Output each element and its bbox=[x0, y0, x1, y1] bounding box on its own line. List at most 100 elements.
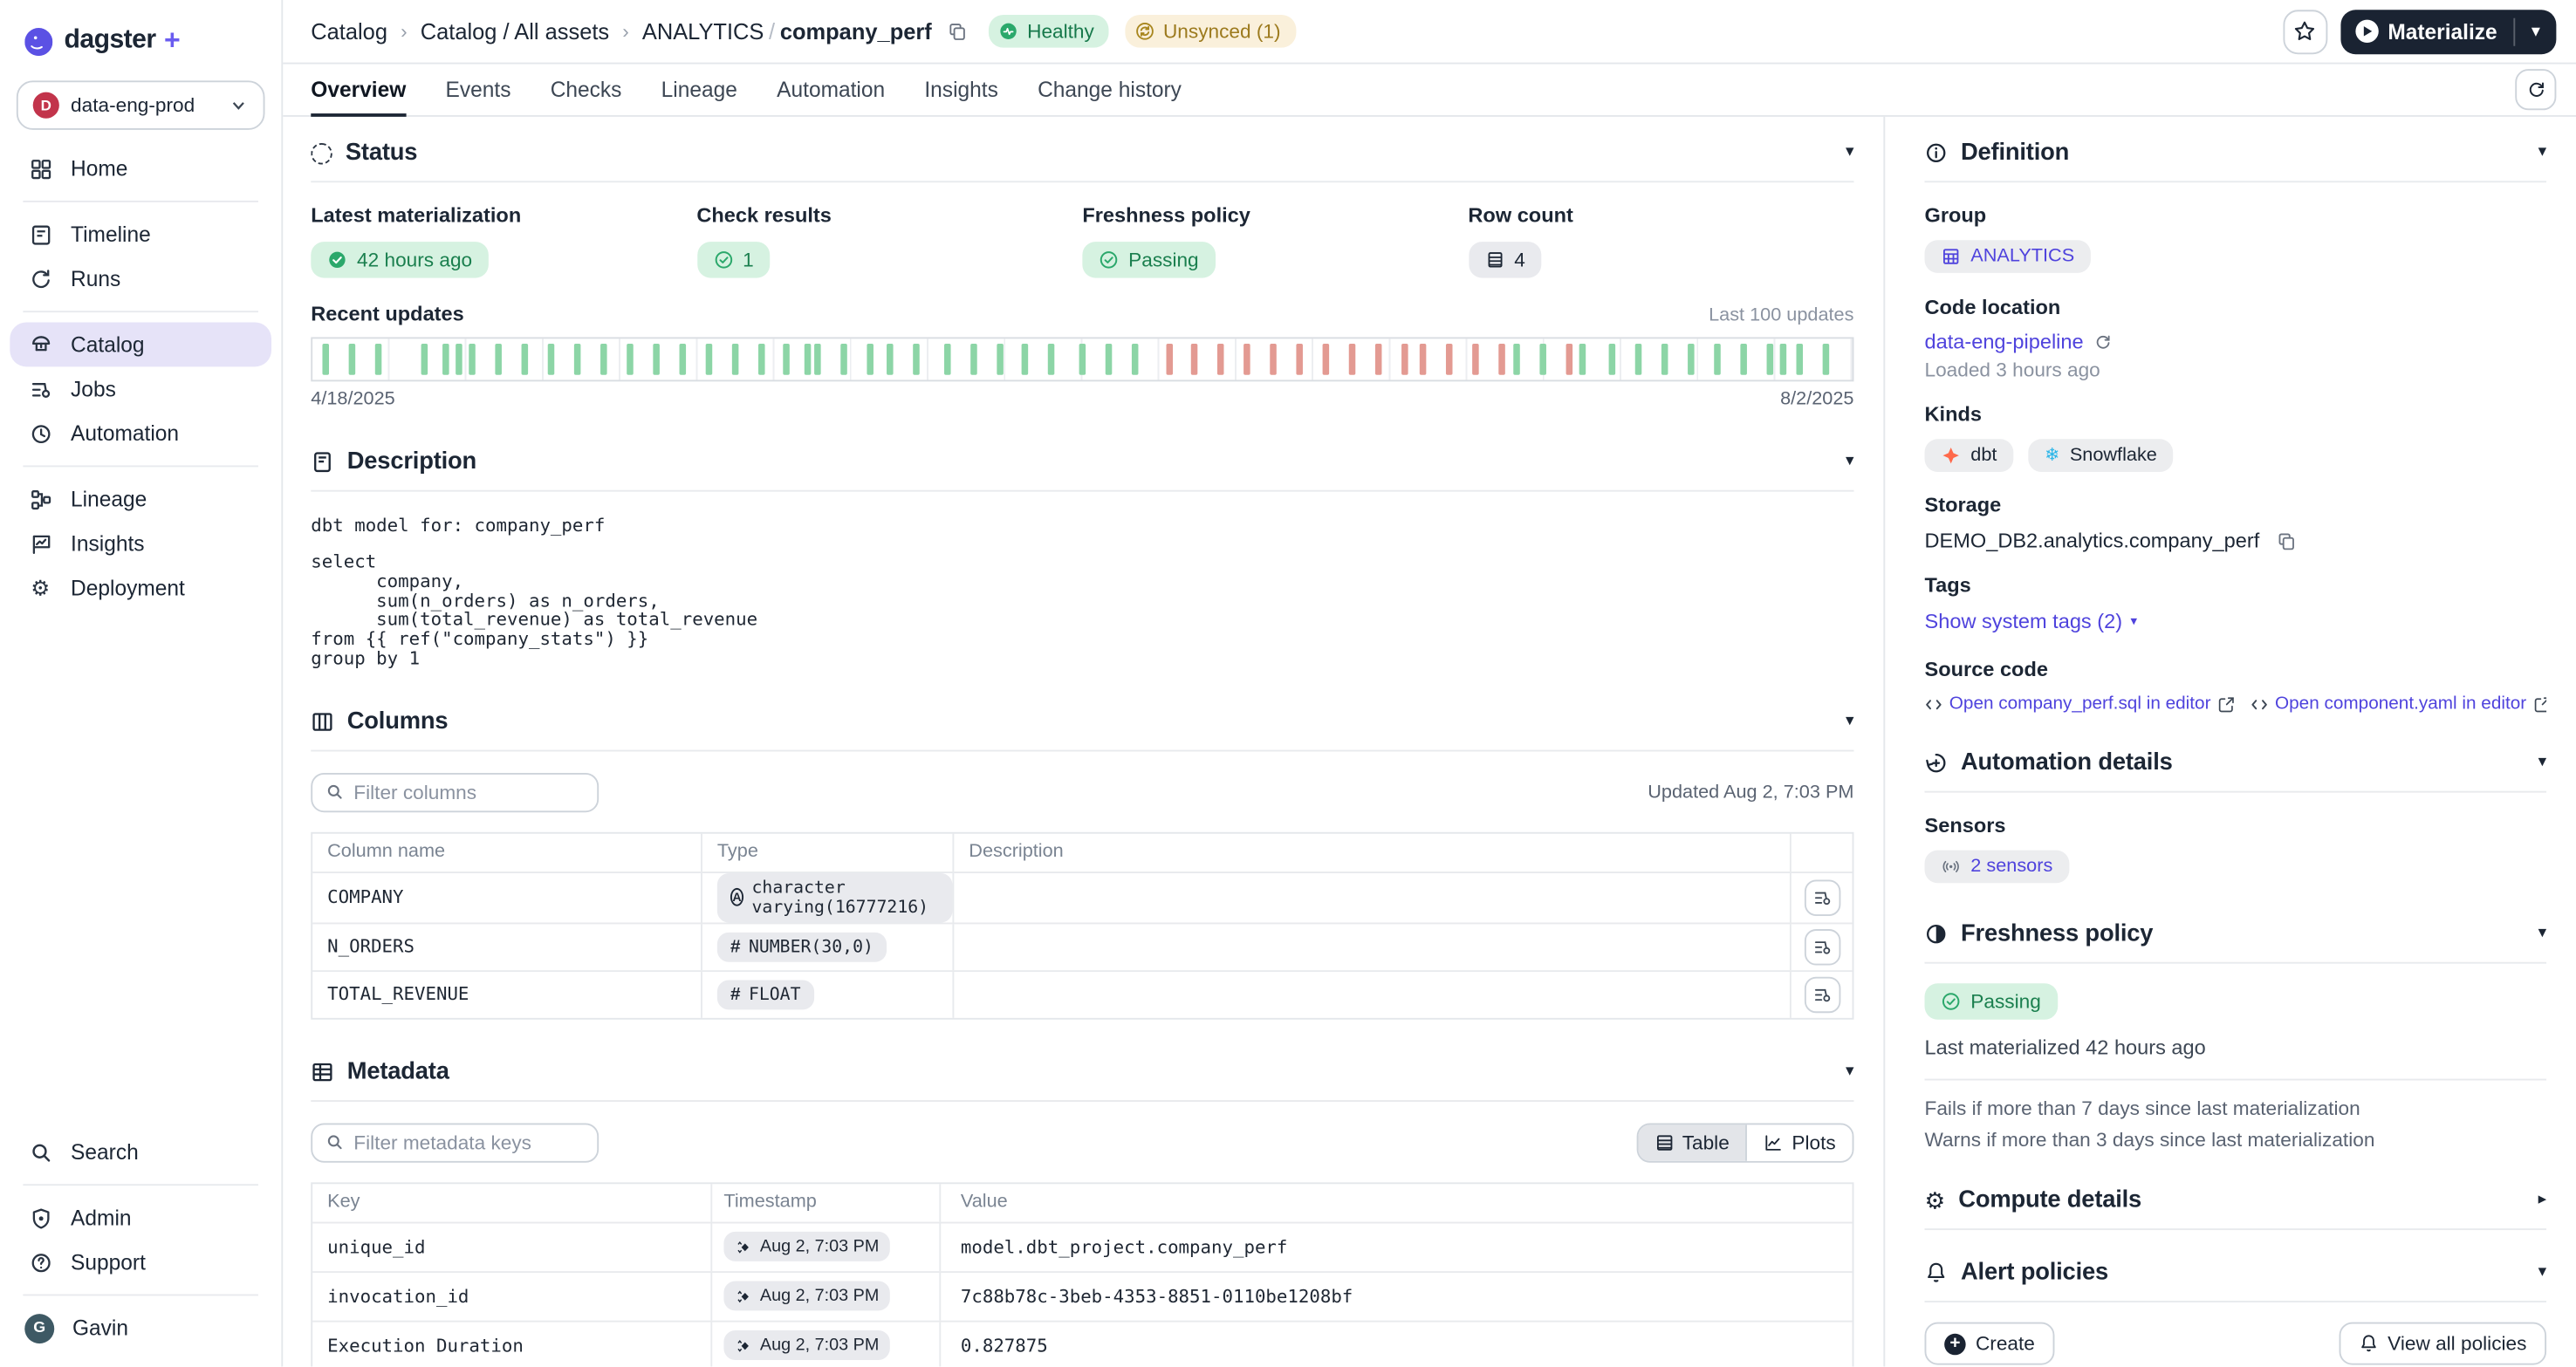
reload-icon[interactable] bbox=[2093, 333, 2112, 352]
sidebar-item-support[interactable]: Support bbox=[0, 1240, 281, 1284]
row-count-pill[interactable]: 4 bbox=[1468, 242, 1542, 278]
view-table-button[interactable]: Table bbox=[1637, 1124, 1746, 1161]
freshness-status-pill[interactable]: Passing bbox=[1924, 983, 2058, 1020]
favorite-star-button[interactable] bbox=[2282, 9, 2327, 54]
group-pill[interactable]: ANALYTICS bbox=[1924, 240, 2092, 273]
tab-checks[interactable]: Checks bbox=[550, 77, 622, 102]
section-title: Status bbox=[345, 140, 418, 167]
type-pill: # FLOAT bbox=[716, 980, 814, 1010]
collapse-caret-icon[interactable]: ▾ bbox=[1845, 143, 1854, 161]
sidebar-item-label: Deployment bbox=[71, 575, 185, 601]
collapse-caret-icon[interactable]: ▾ bbox=[2538, 924, 2547, 943]
tab-events[interactable]: Events bbox=[445, 77, 511, 102]
health-status-badge[interactable]: Healthy bbox=[989, 14, 1109, 48]
catalog-icon bbox=[28, 332, 52, 357]
kind-pill-dbt[interactable]: dbt bbox=[1924, 439, 2014, 473]
timestamp-pill[interactable]: Aug 2, 7:03 PM bbox=[723, 1330, 891, 1361]
gear-icon: ⚙ bbox=[1924, 1187, 1946, 1214]
collapse-caret-icon[interactable]: ▾ bbox=[1845, 452, 1854, 471]
sidebar-item-catalog[interactable]: Catalog bbox=[10, 322, 272, 367]
freshness-policy-pill[interactable]: Passing bbox=[1082, 242, 1216, 278]
update-bar bbox=[469, 343, 476, 375]
update-bar bbox=[913, 343, 920, 375]
sensors-pill[interactable]: 2 sensors bbox=[1924, 850, 2070, 884]
column-name-cell: COMPANY bbox=[327, 886, 404, 909]
filter-columns-input[interactable] bbox=[353, 780, 585, 804]
collapse-caret-icon[interactable]: ▾ bbox=[2538, 753, 2547, 772]
column-lineage-button[interactable] bbox=[1803, 879, 1840, 916]
expand-caret-icon[interactable]: ▸ bbox=[2538, 1190, 2547, 1209]
tab-lineage[interactable]: Lineage bbox=[661, 77, 737, 102]
sidebar-item-search[interactable]: Search bbox=[0, 1130, 281, 1174]
breadcrumb-catalog[interactable]: Catalog bbox=[311, 18, 388, 44]
sidebar-item-automation[interactable]: Automation bbox=[0, 411, 281, 455]
sidebar-item-user[interactable]: G Gavin bbox=[0, 1306, 281, 1350]
sidebar-item-insights[interactable]: Insights bbox=[0, 522, 281, 566]
update-bar bbox=[1779, 343, 1787, 375]
timestamp-pill[interactable]: Aug 2, 7:03 PM bbox=[723, 1281, 891, 1311]
tab-automation[interactable]: Automation bbox=[777, 77, 886, 102]
filter-metadata-input[interactable] bbox=[353, 1131, 585, 1154]
sidebar-item-admin[interactable]: Admin bbox=[0, 1195, 281, 1240]
update-bar bbox=[1539, 343, 1546, 375]
check-results-pill[interactable]: 1 bbox=[696, 242, 771, 278]
show-system-tags-link[interactable]: Show system tags (2) ▾ bbox=[1925, 610, 2138, 632]
copy-icon[interactable] bbox=[949, 22, 969, 42]
collapse-caret-icon[interactable]: ▾ bbox=[1845, 711, 1854, 730]
update-bar bbox=[1131, 343, 1139, 375]
automation-details-icon bbox=[1926, 753, 1946, 773]
sidebar-item-lineage[interactable]: Lineage bbox=[0, 477, 281, 522]
update-bar bbox=[1445, 343, 1453, 375]
sidebar-item-home[interactable]: Home bbox=[0, 147, 281, 191]
materialize-button[interactable]: Materialize ▼ bbox=[2340, 9, 2557, 54]
copy-icon[interactable] bbox=[2276, 531, 2296, 551]
column-lineage-button[interactable] bbox=[1803, 928, 1840, 966]
sidebar-item-label: Automation bbox=[71, 420, 180, 446]
table-icon bbox=[1487, 252, 1502, 268]
tab-insights[interactable]: Insights bbox=[924, 77, 998, 102]
column-lineage-button[interactable] bbox=[1803, 976, 1840, 1013]
recent-updates-chart[interactable] bbox=[311, 337, 1854, 382]
view-plots-button[interactable]: Plots bbox=[1745, 1124, 1853, 1161]
open-yaml-in-editor-link[interactable]: Open component.yaml in editor bbox=[2251, 694, 2547, 714]
unsynced-badge[interactable]: Unsynced (1) bbox=[1125, 14, 1296, 48]
filter-columns-field[interactable] bbox=[311, 772, 599, 812]
update-bar bbox=[840, 343, 847, 375]
sidebar-item-timeline[interactable]: Timeline bbox=[0, 212, 281, 256]
collapse-caret-icon[interactable]: ▾ bbox=[2538, 1262, 2547, 1282]
breadcrumb-all-assets[interactable]: Catalog / All assets bbox=[420, 18, 610, 44]
column-header-actions bbox=[1789, 833, 1853, 871]
collapse-caret-icon[interactable]: ▾ bbox=[1845, 1062, 1854, 1081]
sidebar-item-runs[interactable]: Runs bbox=[0, 256, 281, 301]
tab-change-history[interactable]: Change history bbox=[1038, 77, 1182, 102]
section-title: Compute details bbox=[1958, 1187, 2142, 1214]
deployment-switcher[interactable]: D data-eng-prod bbox=[16, 80, 265, 130]
create-alert-button[interactable]: + Create bbox=[1924, 1322, 2055, 1365]
refresh-button[interactable] bbox=[2515, 69, 2557, 111]
update-bar bbox=[1419, 343, 1427, 375]
kind-pill-snowflake[interactable]: ❄ Snowflake bbox=[2028, 439, 2174, 473]
number-type-icon: # bbox=[730, 984, 741, 1005]
open-sql-in-editor-link[interactable]: Open company_perf.sql in editor bbox=[1925, 694, 2236, 714]
code-location-link[interactable]: data-eng-pipeline bbox=[1924, 330, 2084, 354]
materialize-dropdown-button[interactable]: ▼ bbox=[2528, 23, 2544, 40]
tab-overview[interactable]: Overview bbox=[311, 65, 406, 117]
home-icon bbox=[28, 156, 52, 181]
breadcrumb-asset[interactable]: ANALYTICS / company_perf bbox=[642, 19, 932, 44]
metadata-icon bbox=[312, 1063, 332, 1081]
metadata-timestamp-cell: Aug 2, 7:03 PM bbox=[710, 1272, 939, 1321]
snowflake-icon: ❄ bbox=[2045, 444, 2060, 465]
view-all-policies-button[interactable]: View all policies bbox=[2338, 1322, 2547, 1365]
sidebar-item-deployment[interactable]: ⚙ Deployment bbox=[0, 565, 281, 610]
sidebar-item-jobs[interactable]: Jobs bbox=[0, 366, 281, 411]
card-value: 42 hours ago bbox=[357, 248, 473, 272]
latest-materialization-pill[interactable]: 42 hours ago bbox=[311, 242, 489, 278]
update-bar bbox=[867, 343, 874, 375]
collapse-caret-icon[interactable]: ▾ bbox=[2538, 143, 2547, 161]
timestamp-pill[interactable]: Aug 2, 7:03 PM bbox=[723, 1232, 891, 1262]
columns-section: Columns ▾ Updated Aug 2, 7:03 PM Column … bbox=[311, 708, 1854, 1020]
columns-table-header: Column name Type Description bbox=[312, 833, 1852, 871]
metadata-key-cell: Execution Duration bbox=[327, 1335, 524, 1357]
filter-metadata-field[interactable] bbox=[311, 1123, 599, 1163]
